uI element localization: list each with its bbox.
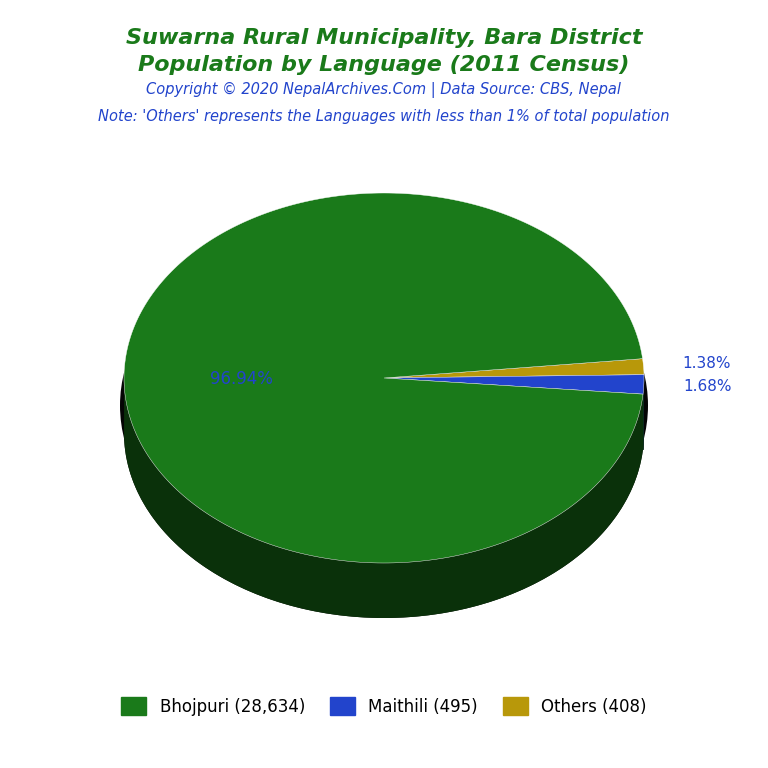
Text: 96.94%: 96.94% — [210, 370, 273, 388]
Polygon shape — [124, 193, 643, 563]
Polygon shape — [643, 378, 644, 449]
Text: 1.38%: 1.38% — [683, 356, 731, 371]
Ellipse shape — [124, 248, 644, 618]
Ellipse shape — [120, 217, 648, 594]
Legend: Bhojpuri (28,634), Maithili (495), Others (408): Bhojpuri (28,634), Maithili (495), Other… — [114, 690, 654, 723]
Text: Population by Language (2011 Census): Population by Language (2011 Census) — [138, 55, 630, 75]
Text: Suwarna Rural Municipality, Bara District: Suwarna Rural Municipality, Bara Distric… — [126, 28, 642, 48]
Polygon shape — [124, 382, 643, 618]
Text: Note: 'Others' represents the Languages with less than 1% of total population: Note: 'Others' represents the Languages … — [98, 108, 670, 124]
Text: Copyright © 2020 NepalArchives.Com | Data Source: CBS, Nepal: Copyright © 2020 NepalArchives.Com | Dat… — [147, 82, 621, 98]
Polygon shape — [384, 375, 644, 394]
Text: 1.68%: 1.68% — [683, 379, 731, 393]
Polygon shape — [384, 359, 644, 378]
